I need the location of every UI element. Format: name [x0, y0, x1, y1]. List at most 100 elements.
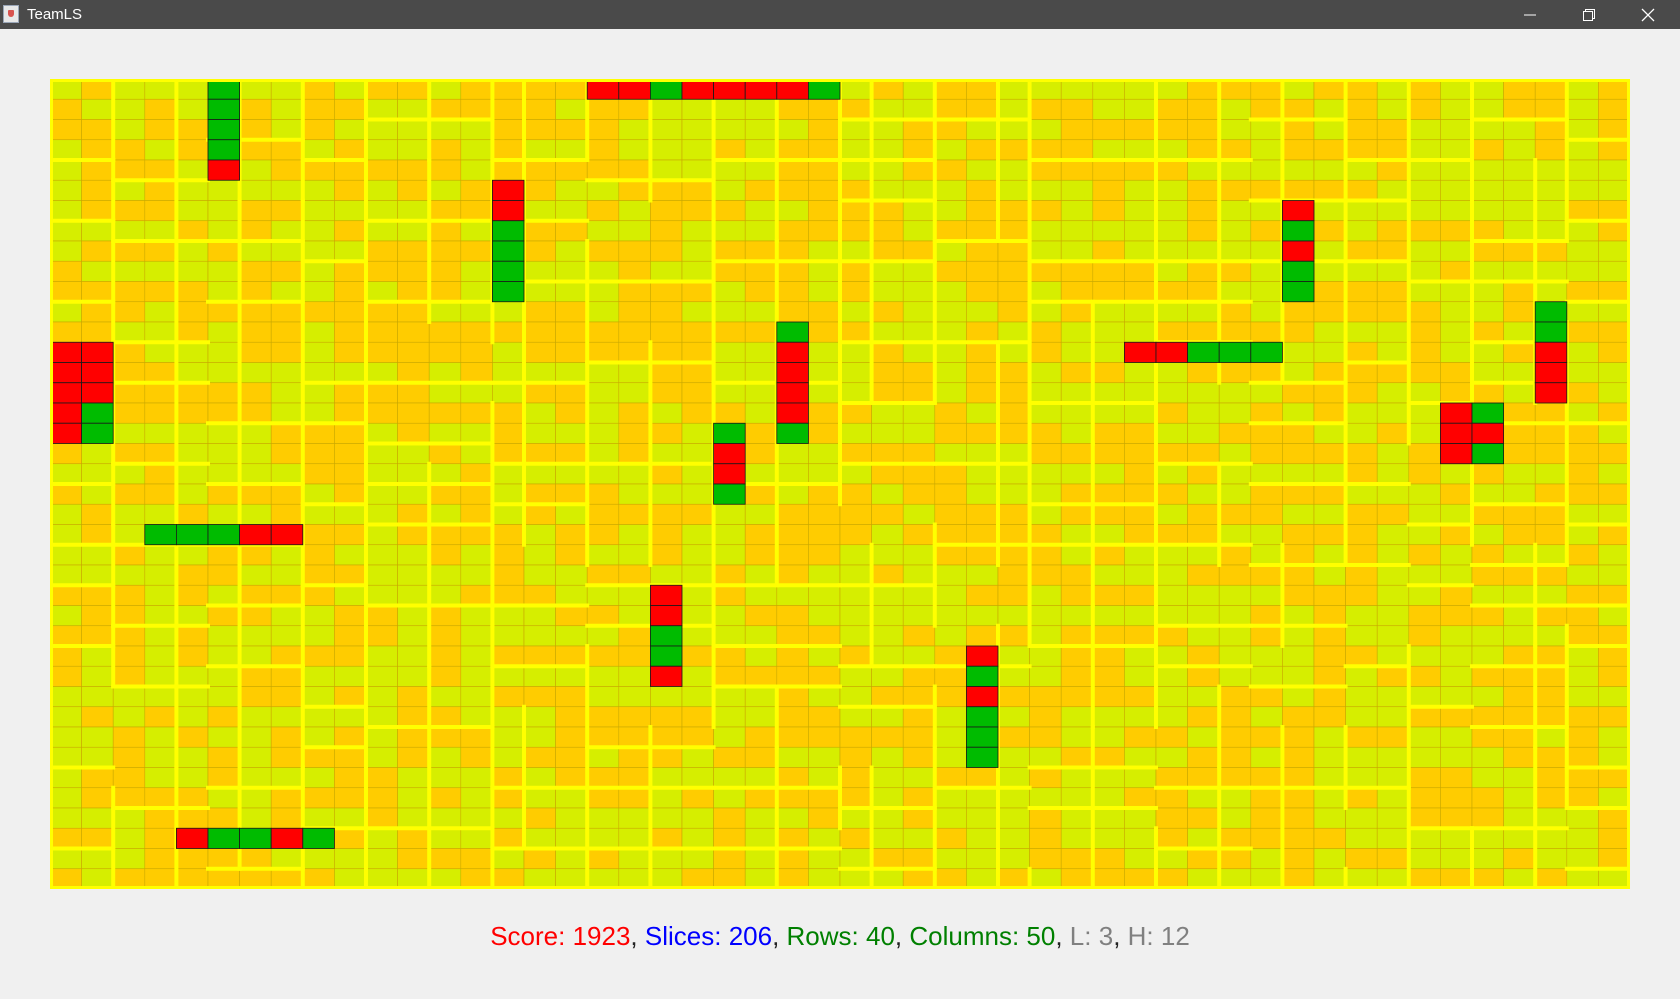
grid-cell: [713, 645, 746, 667]
grid-cell: [112, 787, 146, 809]
grid-cell: [112, 422, 146, 444]
grid-cell: [1503, 139, 1536, 161]
grid-cell: [776, 301, 809, 323]
grid-cell: [460, 746, 493, 768]
grid-cell: [1124, 544, 1157, 566]
grid-cell: [1598, 524, 1630, 546]
grid-cell: [112, 362, 146, 384]
grid-cell: [1376, 422, 1410, 444]
grid-cell: [650, 544, 683, 566]
grid-cell: [744, 159, 778, 181]
grid-cell: [681, 98, 714, 120]
grid-cell: [428, 848, 462, 870]
grid-cell: [1534, 686, 1568, 708]
unused-cell-red: [713, 463, 746, 485]
grid-cell: [618, 544, 651, 566]
close-button[interactable]: [1619, 0, 1677, 29]
grid-cell: [50, 787, 82, 809]
score-label: Score:: [490, 921, 573, 951]
grid-cell: [1313, 544, 1346, 566]
minimize-button[interactable]: [1501, 0, 1559, 29]
slices-value: 206: [728, 921, 773, 951]
grid-cell: [744, 544, 778, 566]
grid-cell: [1250, 827, 1283, 849]
grid-cell: [1440, 341, 1473, 363]
grid-cell: [618, 726, 651, 748]
grid-cell: [1155, 179, 1188, 201]
grid-cell: [1503, 281, 1536, 303]
grid-cell: [144, 402, 177, 424]
grid-cell: [839, 200, 872, 222]
grid-cell: [302, 382, 335, 404]
grid-cell: [144, 686, 177, 708]
grid-cell: [302, 119, 335, 141]
grid-cell: [618, 868, 651, 889]
grid-cell: [176, 645, 209, 667]
grid-cell: [207, 422, 240, 444]
grid-cell: [1155, 281, 1188, 303]
grid-cell: [144, 544, 177, 566]
grid-cell: [270, 868, 304, 889]
grid-cell: [460, 260, 493, 282]
grid-cell: [1376, 848, 1410, 870]
unused-cell-green: [1187, 341, 1220, 363]
grid-cell: [112, 605, 146, 627]
grid-cell: [681, 706, 714, 728]
grid-cell: [1566, 544, 1599, 566]
grid-cell: [523, 726, 556, 748]
grid-cell: [270, 260, 304, 282]
grid-cell: [1598, 706, 1630, 728]
grid-cell: [1503, 503, 1536, 525]
grid-cell: [618, 301, 651, 323]
grid-cell: [776, 281, 809, 303]
grid-cell: [966, 200, 999, 222]
grid-cell: [1124, 98, 1157, 120]
grid-cell: [1408, 726, 1441, 748]
columns-value: 50: [1026, 921, 1056, 951]
grid-cell: [460, 98, 493, 120]
grid-cell: [1060, 362, 1094, 384]
unused-cell-red: [1471, 422, 1505, 444]
grid-cell: [1566, 746, 1599, 768]
grid-cell: [776, 503, 809, 525]
grid-cell: [1313, 98, 1346, 120]
grid-cell: [270, 706, 304, 728]
grid-cell: [555, 220, 588, 242]
grid-cell: [1534, 848, 1568, 870]
grid-cell: [839, 868, 872, 889]
grid-cell: [744, 868, 778, 889]
grid-cell: [1503, 706, 1536, 728]
grid-cell: [1124, 524, 1157, 546]
grid-cell: [1408, 463, 1441, 485]
grid-cell: [1598, 179, 1630, 201]
grid-cell: [239, 544, 272, 566]
grid-cell: [744, 362, 778, 384]
grid-cell: [713, 787, 746, 809]
grid-cell: [808, 443, 841, 465]
grid-cell: [334, 402, 367, 424]
grid-cell: [144, 605, 177, 627]
grid-cell: [1250, 281, 1283, 303]
grid-cell: [144, 625, 177, 647]
grid-cell: [50, 463, 82, 485]
grid-cell: [270, 321, 304, 343]
grid-cell: [1313, 463, 1346, 485]
grid-cell: [586, 422, 620, 444]
maximize-button[interactable]: [1560, 0, 1618, 29]
grid-cell: [270, 98, 304, 120]
grid-cell: [112, 665, 146, 687]
grid-cell: [207, 200, 240, 222]
grid-cell: [176, 868, 209, 889]
unused-cell-red: [776, 402, 809, 424]
grid-cell: [839, 483, 872, 505]
grid-cell: [334, 807, 367, 829]
grid-cell: [176, 321, 209, 343]
grid-cell: [1598, 382, 1630, 404]
grid-cell: [334, 200, 367, 222]
unused-cell-green: [650, 625, 683, 647]
grid-cell: [1376, 260, 1410, 282]
grid-cell: [81, 200, 114, 222]
grid-cell: [1060, 787, 1094, 809]
grid-cell: [1282, 524, 1315, 546]
grid-cell: [1124, 503, 1157, 525]
